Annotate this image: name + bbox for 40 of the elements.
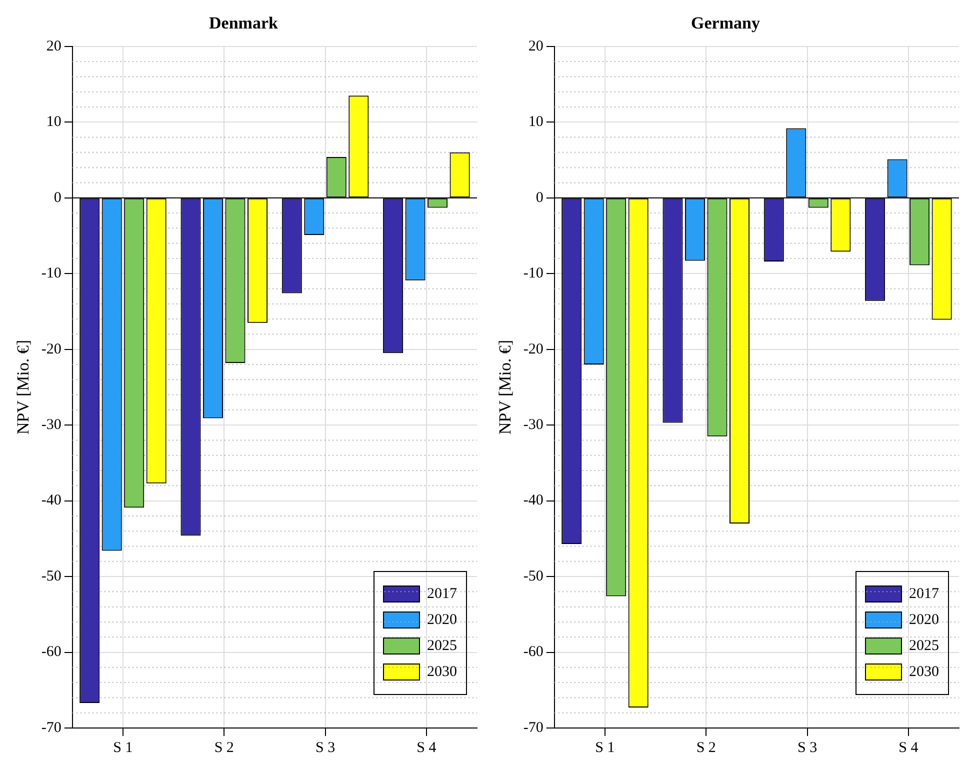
y-tick-label: -70 xyxy=(41,720,62,736)
legend-label: 2025 xyxy=(427,638,457,654)
legend-label: 2017 xyxy=(909,586,940,602)
x-tick-label: S 4 xyxy=(898,740,919,756)
y-tick-label: -30 xyxy=(41,417,62,434)
y-tick-label: -20 xyxy=(41,341,62,358)
legend-label: 2017 xyxy=(427,586,458,602)
legend-label: 2025 xyxy=(909,638,939,654)
y-tick-label: -30 xyxy=(523,417,544,434)
y-axis-title: NPV [Mio. €] xyxy=(14,340,33,435)
y-tick-label: 0 xyxy=(54,190,62,206)
y-tick-label: 10 xyxy=(528,114,544,130)
x-tick-label: S 3 xyxy=(797,740,818,756)
legend-label: 2030 xyxy=(909,664,939,680)
x-tick-label: S 3 xyxy=(315,740,336,756)
y-tick-label: -50 xyxy=(41,568,62,584)
y-tick-label: -10 xyxy=(41,266,62,282)
x-tick-label: S 2 xyxy=(696,740,716,756)
y-tick-label: -40 xyxy=(41,492,62,509)
x-tick-label: S 1 xyxy=(595,740,615,756)
y-tick-label: -70 xyxy=(523,720,544,736)
x-tick-label: S 2 xyxy=(214,740,234,756)
y-tick-label: -10 xyxy=(523,266,544,282)
x-tick-label: S 4 xyxy=(416,740,437,756)
y-tick-label: -50 xyxy=(523,568,544,584)
y-tick-label: 10 xyxy=(46,114,62,130)
chart-title: Denmark xyxy=(209,14,279,33)
chart-title: Germany xyxy=(691,14,760,33)
y-tick-label: -40 xyxy=(523,492,544,509)
y-tick-label: 20 xyxy=(46,38,62,54)
x-tick-label: S 1 xyxy=(113,740,133,756)
y-tick-label: -60 xyxy=(523,644,544,660)
y-tick-label: 0 xyxy=(536,190,544,206)
y-axis-title: NPV [Mio. €] xyxy=(496,340,515,435)
legend-label: 2020 xyxy=(427,612,457,628)
y-tick-label: -20 xyxy=(523,341,544,358)
legend-label: 2020 xyxy=(909,612,939,628)
legend-label: 2030 xyxy=(427,664,457,680)
y-tick-label: -60 xyxy=(41,644,62,660)
y-tick-label: 20 xyxy=(528,38,544,54)
